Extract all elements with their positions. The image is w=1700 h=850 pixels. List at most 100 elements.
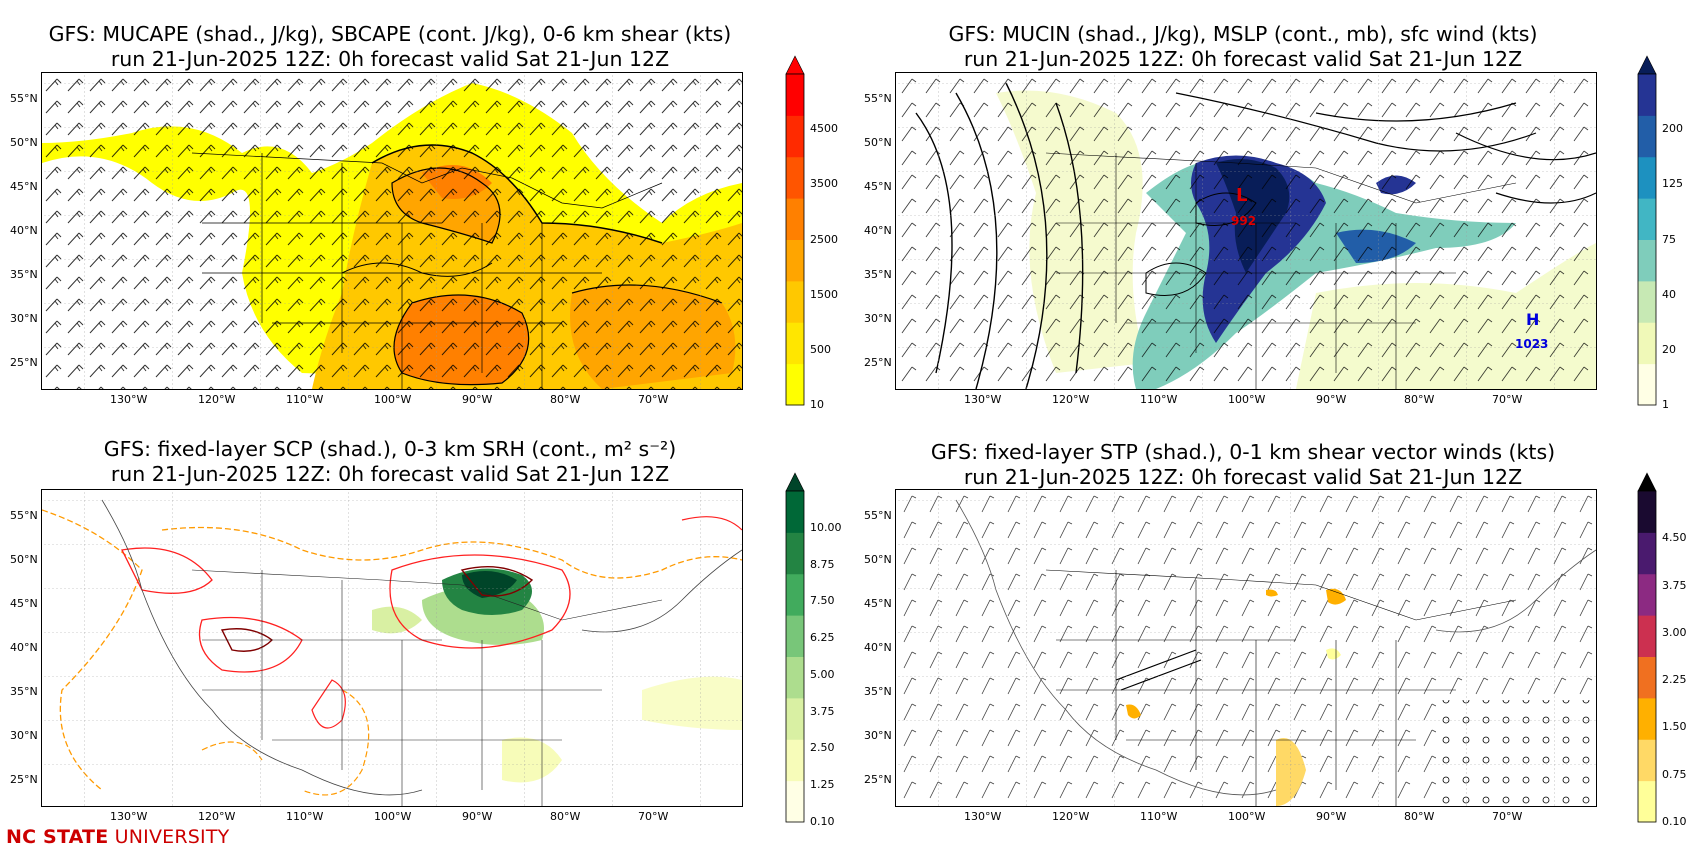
colorbar-svg	[1637, 55, 1657, 406]
colorbar-segment	[1638, 280, 1656, 323]
colorbar-tick-label: 6.25	[810, 631, 835, 645]
lon-label: 120°W	[1052, 810, 1090, 823]
colorbar: 10 500 1500 2500 3500 4500	[785, 55, 838, 411]
low-value: 992	[1231, 214, 1256, 228]
colorbar-frame	[785, 490, 805, 823]
lat-label: 50°N	[10, 553, 38, 566]
colorbar-segment	[1638, 739, 1656, 782]
title-line2: run 21-Jun-2025 12Z: 0h forecast valid S…	[963, 465, 1523, 489]
colorbar-tick-label: 1.25	[810, 778, 835, 792]
colorbar-extend-arrow	[785, 55, 805, 75]
map-mucin: L 992 H 1023	[895, 72, 1597, 390]
panel-title: GFS: fixed-layer STP (shad.), 0-1 km she…	[853, 440, 1633, 490]
lat-label: 55°N	[864, 509, 892, 522]
colorbar-segment	[786, 115, 804, 158]
lon-label: 130°W	[964, 810, 1002, 823]
panel-mucin: GFS: MUCIN (shad., J/kg), MSLP (cont., m…	[853, 0, 1700, 420]
logo-bold: NC STATE	[6, 826, 109, 848]
lon-label: 120°W	[198, 393, 236, 406]
colorbar-segment	[1638, 656, 1656, 699]
colorbar-tick-label: 8.75	[810, 557, 835, 571]
colorbar: 0.10 1.25 2.50 3.75 5.00 6.25 7.50 8.75 10.00	[785, 472, 842, 828]
lat-label: 30°N	[864, 729, 892, 742]
colorbar-frame	[785, 73, 805, 406]
colorbar-tick-label: 4500	[810, 122, 838, 136]
lon-label: 90°W	[1316, 810, 1347, 823]
colorbar: 1 20 40 75 125 200	[1637, 55, 1683, 411]
low-letter: L	[1236, 185, 1247, 206]
title-line1: GFS: fixed-layer SCP (shad.), 0-3 km SRH…	[103, 437, 677, 461]
lon-label: 120°W	[198, 810, 236, 823]
colorbar-tick-label: 2500	[810, 232, 838, 246]
lat-label: 50°N	[10, 136, 38, 149]
lat-label: 25°N	[10, 356, 38, 369]
colorbar-segment	[1638, 491, 1656, 533]
map-canvas	[896, 490, 1596, 806]
lat-label: 50°N	[864, 136, 892, 149]
colorbar-segment	[786, 491, 804, 533]
lat-label: 30°N	[864, 312, 892, 325]
colorbar-tick-label: 5.00	[810, 667, 835, 681]
colorbar-frame	[1637, 490, 1657, 823]
colorbar-tick-label: 500	[810, 342, 831, 356]
panel-title: GFS: MUCAPE (shad., J/kg), SBCAPE (cont.…	[0, 22, 780, 72]
colorbar-segment	[1638, 239, 1656, 282]
colorbar-tick-label: 0.10	[1662, 815, 1687, 828]
colorbar-tick-label: 7.50	[810, 594, 835, 608]
lat-label: 55°N	[10, 509, 38, 522]
colorbar-tick-label: 3500	[810, 177, 838, 191]
colorbar-tick-label: 0.10	[810, 815, 835, 828]
colorbar-tick-label: 125	[1662, 177, 1683, 191]
lat-label: 40°N	[864, 224, 892, 237]
colorbar-segment	[1638, 697, 1656, 740]
colorbar-tick-label: 200	[1662, 122, 1683, 136]
title-line2: run 21-Jun-2025 12Z: 0h forecast valid S…	[963, 47, 1523, 71]
title-line1: GFS: MUCIN (shad., J/kg), MSLP (cont., m…	[948, 22, 1538, 46]
colorbar-extend-arrow	[1637, 55, 1657, 75]
colorbar-segment	[1638, 532, 1656, 575]
colorbar-tick-label: 10	[810, 398, 824, 411]
lat-label: 30°N	[10, 312, 38, 325]
colorbar-tick-label: 75	[1662, 232, 1676, 246]
lon-label: 100°W	[1228, 810, 1266, 823]
colorbar-extend-arrow	[1637, 472, 1657, 492]
lon-label: 70°W	[638, 810, 669, 823]
map-scp	[41, 489, 743, 807]
colorbar-tick-label: 1	[1662, 398, 1669, 411]
colorbar-svg	[1637, 472, 1657, 823]
lat-label: 45°N	[10, 180, 38, 193]
lon-label: 90°W	[1316, 393, 1347, 406]
colorbar-segment	[786, 697, 804, 740]
lon-label: 110°W	[286, 810, 324, 823]
lat-label: 45°N	[864, 180, 892, 193]
lon-label: 90°W	[462, 393, 493, 406]
colorbar-segment	[786, 615, 804, 657]
lon-label: 70°W	[1492, 810, 1523, 823]
panel-title: GFS: MUCIN (shad., J/kg), MSLP (cont., m…	[853, 22, 1633, 72]
colorbar-segment	[1638, 615, 1656, 657]
panel-stp: GFS: fixed-layer STP (shad.), 0-1 km she…	[853, 418, 1700, 838]
colorbar: 0.10 0.75 1.50 2.25 3.00 3.75 4.50	[1637, 472, 1687, 828]
colorbar-segment	[1638, 363, 1656, 406]
colorbar-tick-label: 2.25	[1662, 673, 1687, 687]
colorbar-tick-label: 4.50	[1662, 531, 1687, 545]
lat-label: 25°N	[864, 773, 892, 786]
lat-label: 35°N	[10, 268, 38, 281]
colorbar-segment	[786, 656, 804, 699]
colorbar-tick-label: 3.00	[1662, 625, 1687, 639]
panel-mucape: GFS: MUCAPE (shad., J/kg), SBCAPE (cont.…	[0, 0, 850, 420]
colorbar-segment	[1638, 322, 1656, 365]
colorbar-tick-label: 1.50	[1662, 720, 1687, 734]
lon-label: 110°W	[1140, 393, 1178, 406]
colorbar-frame	[1637, 73, 1657, 406]
high-letter: H	[1526, 310, 1539, 329]
lon-label: 130°W	[964, 393, 1002, 406]
lat-label: 45°N	[864, 597, 892, 610]
lon-label: 80°W	[550, 393, 581, 406]
colorbar-segment	[1638, 74, 1656, 116]
panel-scp: GFS: fixed-layer SCP (shad.), 0-3 km SRH…	[0, 418, 850, 838]
colorbar-segment	[786, 198, 804, 240]
lat-label: 55°N	[864, 92, 892, 105]
lon-label: 80°W	[550, 810, 581, 823]
lon-label: 70°W	[1492, 393, 1523, 406]
